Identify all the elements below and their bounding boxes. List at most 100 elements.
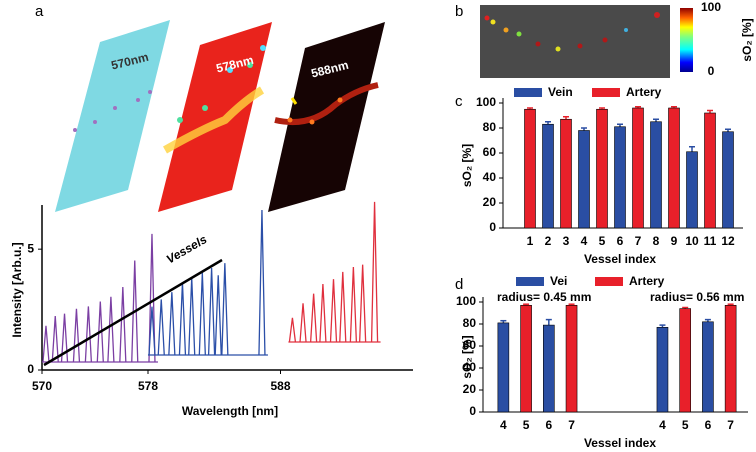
y-tick-label: 80 <box>483 120 497 134</box>
spectrum-peak <box>188 277 196 356</box>
bar <box>650 121 662 229</box>
bar <box>679 308 691 413</box>
image-b <box>480 5 670 78</box>
x-tick-label: 9 <box>671 234 678 248</box>
bar <box>543 324 555 413</box>
colorbar <box>680 8 693 72</box>
x-tick-label: 578 <box>138 379 158 393</box>
image-570 <box>55 20 170 212</box>
spectrum-peak <box>359 264 367 343</box>
bar <box>632 107 644 229</box>
x-tick-label: 7 <box>727 418 734 432</box>
bar <box>565 304 578 413</box>
y-tick-label: 20 <box>463 382 477 396</box>
spectrum-peak <box>339 271 347 343</box>
y-tick-label: 0 <box>489 220 496 234</box>
y-tick-label: 100 <box>476 95 496 109</box>
spectrum-peak <box>207 267 216 356</box>
x-axis-label: Vessel index <box>584 436 656 450</box>
vessels-arrow <box>43 258 223 367</box>
spectrum-peak <box>258 209 266 356</box>
panel-label: c <box>455 93 463 110</box>
spectrum-peak <box>299 303 307 343</box>
x-tick-label: 6 <box>705 418 712 432</box>
y-axis-label: sO₂ [%] <box>460 144 474 187</box>
y-tick-label: 60 <box>463 338 477 352</box>
colorbar-tick-label: 100 <box>701 0 721 14</box>
x-tick-label: 6 <box>617 234 624 248</box>
image-578 <box>158 22 272 212</box>
spectrum-peak <box>319 283 327 343</box>
x-tick-label: 12 <box>721 234 735 248</box>
y-tick-label: 100 <box>456 294 476 308</box>
bar <box>722 131 734 229</box>
spectrum-peak <box>42 325 50 363</box>
bar <box>497 322 510 413</box>
y-axis-label: sO₂ [%] <box>460 335 474 378</box>
x-tick-label: 4 <box>659 418 666 432</box>
x-tick-label: 570 <box>32 379 52 393</box>
panel-label: b <box>455 3 463 20</box>
x-tick-label: 2 <box>545 234 552 248</box>
bar <box>668 107 680 229</box>
y-tick-label: 5 <box>27 241 34 255</box>
bar <box>656 326 669 413</box>
y-tick-label: 40 <box>483 170 497 184</box>
spectrum-peak <box>96 301 104 363</box>
spectrum-peak <box>198 272 206 356</box>
x-tick-label: 7 <box>568 418 575 432</box>
legend-swatch <box>592 88 620 97</box>
x-axis-label: Vessel index <box>584 252 656 266</box>
bar <box>702 321 714 413</box>
spectrum-peak <box>168 292 176 356</box>
x-tick-label: 11 <box>704 234 717 248</box>
bar <box>560 118 572 229</box>
x-tick-label: 10 <box>685 234 699 248</box>
annotation: radius= 0.45 mm <box>497 290 591 304</box>
legend-label: Artery <box>626 85 662 99</box>
spectrum-peak <box>72 308 81 363</box>
legend-label: Artery <box>629 274 665 288</box>
panel-label: d <box>455 276 463 293</box>
x-axis-label: Wavelength [nm] <box>182 404 278 418</box>
spectrum-peak <box>157 299 165 356</box>
bar <box>524 108 536 229</box>
bar <box>614 126 626 229</box>
x-tick-label: 5 <box>599 234 606 248</box>
spectrum-peak <box>288 317 297 343</box>
spectrum-peak <box>51 316 59 363</box>
spectrum-peak <box>214 275 222 356</box>
bar <box>520 304 532 413</box>
y-tick-label: 80 <box>463 316 477 330</box>
legend-label: Vein <box>548 85 573 99</box>
spectrum-peak <box>131 260 139 363</box>
x-tick-label: 5 <box>682 418 689 432</box>
spectrum-peak <box>148 306 156 356</box>
y-tick-label: 0 <box>27 362 34 376</box>
bar <box>578 130 590 229</box>
panel-label: a <box>35 3 44 20</box>
x-tick-label: 5 <box>523 418 530 432</box>
bar <box>686 151 698 229</box>
x-tick-label: 7 <box>635 234 642 248</box>
x-tick-label: 4 <box>581 234 588 248</box>
spectrum-peak <box>221 263 229 356</box>
bar <box>596 108 608 229</box>
spectrum-peak <box>178 282 187 356</box>
bar <box>724 304 737 413</box>
x-tick-label: 8 <box>653 234 660 248</box>
y-axis-label: Intensity [Arb.u.] <box>10 242 24 337</box>
spectrum-peak <box>84 306 93 363</box>
spectrum-peak <box>107 296 115 363</box>
spectrum-peak <box>309 293 318 343</box>
image-588 <box>268 22 385 212</box>
y-tick-label: 20 <box>483 195 497 209</box>
annotation: radius= 0.56 mm <box>650 290 744 304</box>
x-tick-label: 6 <box>545 418 552 432</box>
x-tick-label: 1 <box>527 234 534 248</box>
legend-swatch <box>595 277 623 286</box>
bar <box>542 123 554 229</box>
spectrum-peak <box>329 279 338 343</box>
y-tick-label: 0 <box>469 404 476 418</box>
